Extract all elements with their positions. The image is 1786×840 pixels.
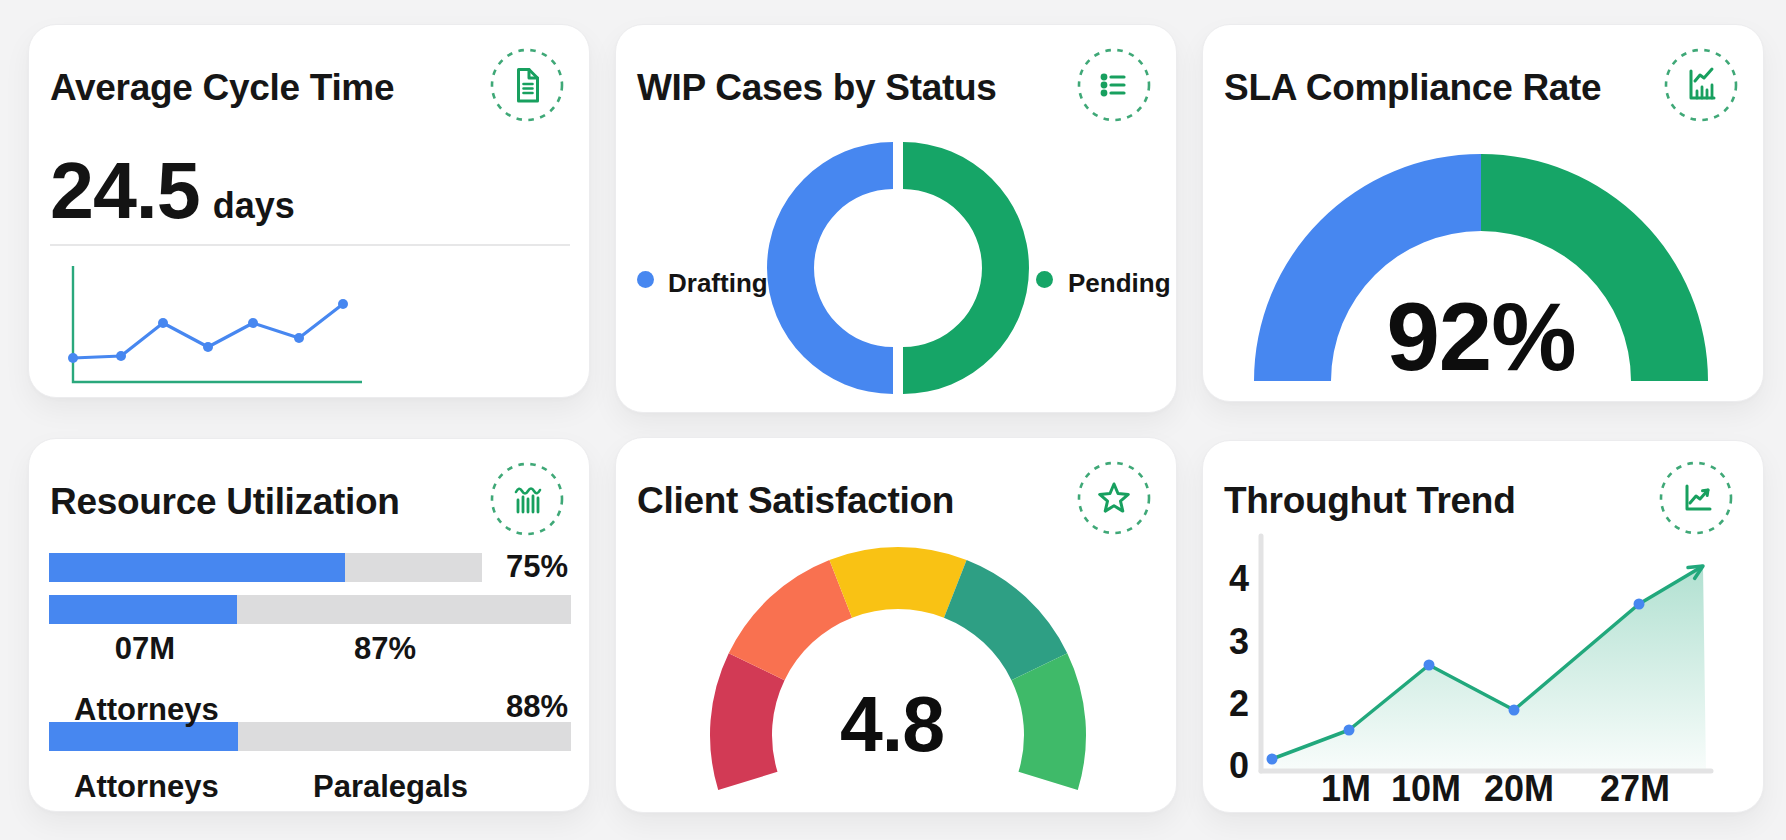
bar-label-07m: 07M <box>115 633 175 664</box>
y-axis-label-3: 3 <box>1229 624 1249 660</box>
bar-label-paralegals: Paralegals <box>313 771 468 802</box>
bar-value-75: 75% <box>506 551 568 582</box>
client-gauge-value: 4.8 <box>840 686 944 763</box>
x-axis-label-1m: 1M <box>1321 771 1371 807</box>
legend-label-drafting: Drafting <box>668 268 768 299</box>
sla-gauge-value: 92% <box>1386 289 1575 385</box>
x-axis-label-20m: 20M <box>1484 771 1554 807</box>
cycle-time-sparkline <box>29 25 591 399</box>
card-client-satisfaction: Client Satisfaction 4.8 <box>615 437 1177 813</box>
card-wip-cases-by-status: WIP Cases by Status Drafting Pending <box>615 24 1177 413</box>
x-axis-label-27m: 27M <box>1600 771 1670 807</box>
legend-dot-drafting <box>637 271 654 288</box>
kpi-dashboard: Average Cycle Time 24.5 days WIP Cases b… <box>0 0 1786 840</box>
bar-label-attorneys-1: Attorneys <box>74 694 219 725</box>
card-resource-utilization: Resource Utilization 75% 07M 87% Attorne… <box>28 438 590 812</box>
throughput-trend-chart <box>1203 441 1765 814</box>
y-axis-label-0: 0 <box>1229 748 1249 784</box>
card-average-cycle-time: Average Cycle Time 24.5 days <box>28 24 590 398</box>
x-axis-label-10m: 10M <box>1391 771 1461 807</box>
card-throughput-trend: Throughut Trend 4 3 2 0 1M 10M 20M 27M <box>1202 440 1764 813</box>
legend-dot-pending <box>1036 271 1053 288</box>
card-sla-compliance-rate: SLA Compliance Rate 92% <box>1202 24 1764 402</box>
resource-utilization-bars <box>29 439 591 813</box>
y-axis-label-4: 4 <box>1229 561 1249 597</box>
legend-label-pending: Pending <box>1068 268 1171 299</box>
y-axis-label-2: 2 <box>1229 686 1249 722</box>
wip-status-donut-chart <box>616 25 1178 414</box>
bar-label-attorneys-2: Attorneys <box>74 771 219 802</box>
bar-value-87: 87% <box>354 633 416 664</box>
bar-value-88: 88% <box>506 691 568 722</box>
